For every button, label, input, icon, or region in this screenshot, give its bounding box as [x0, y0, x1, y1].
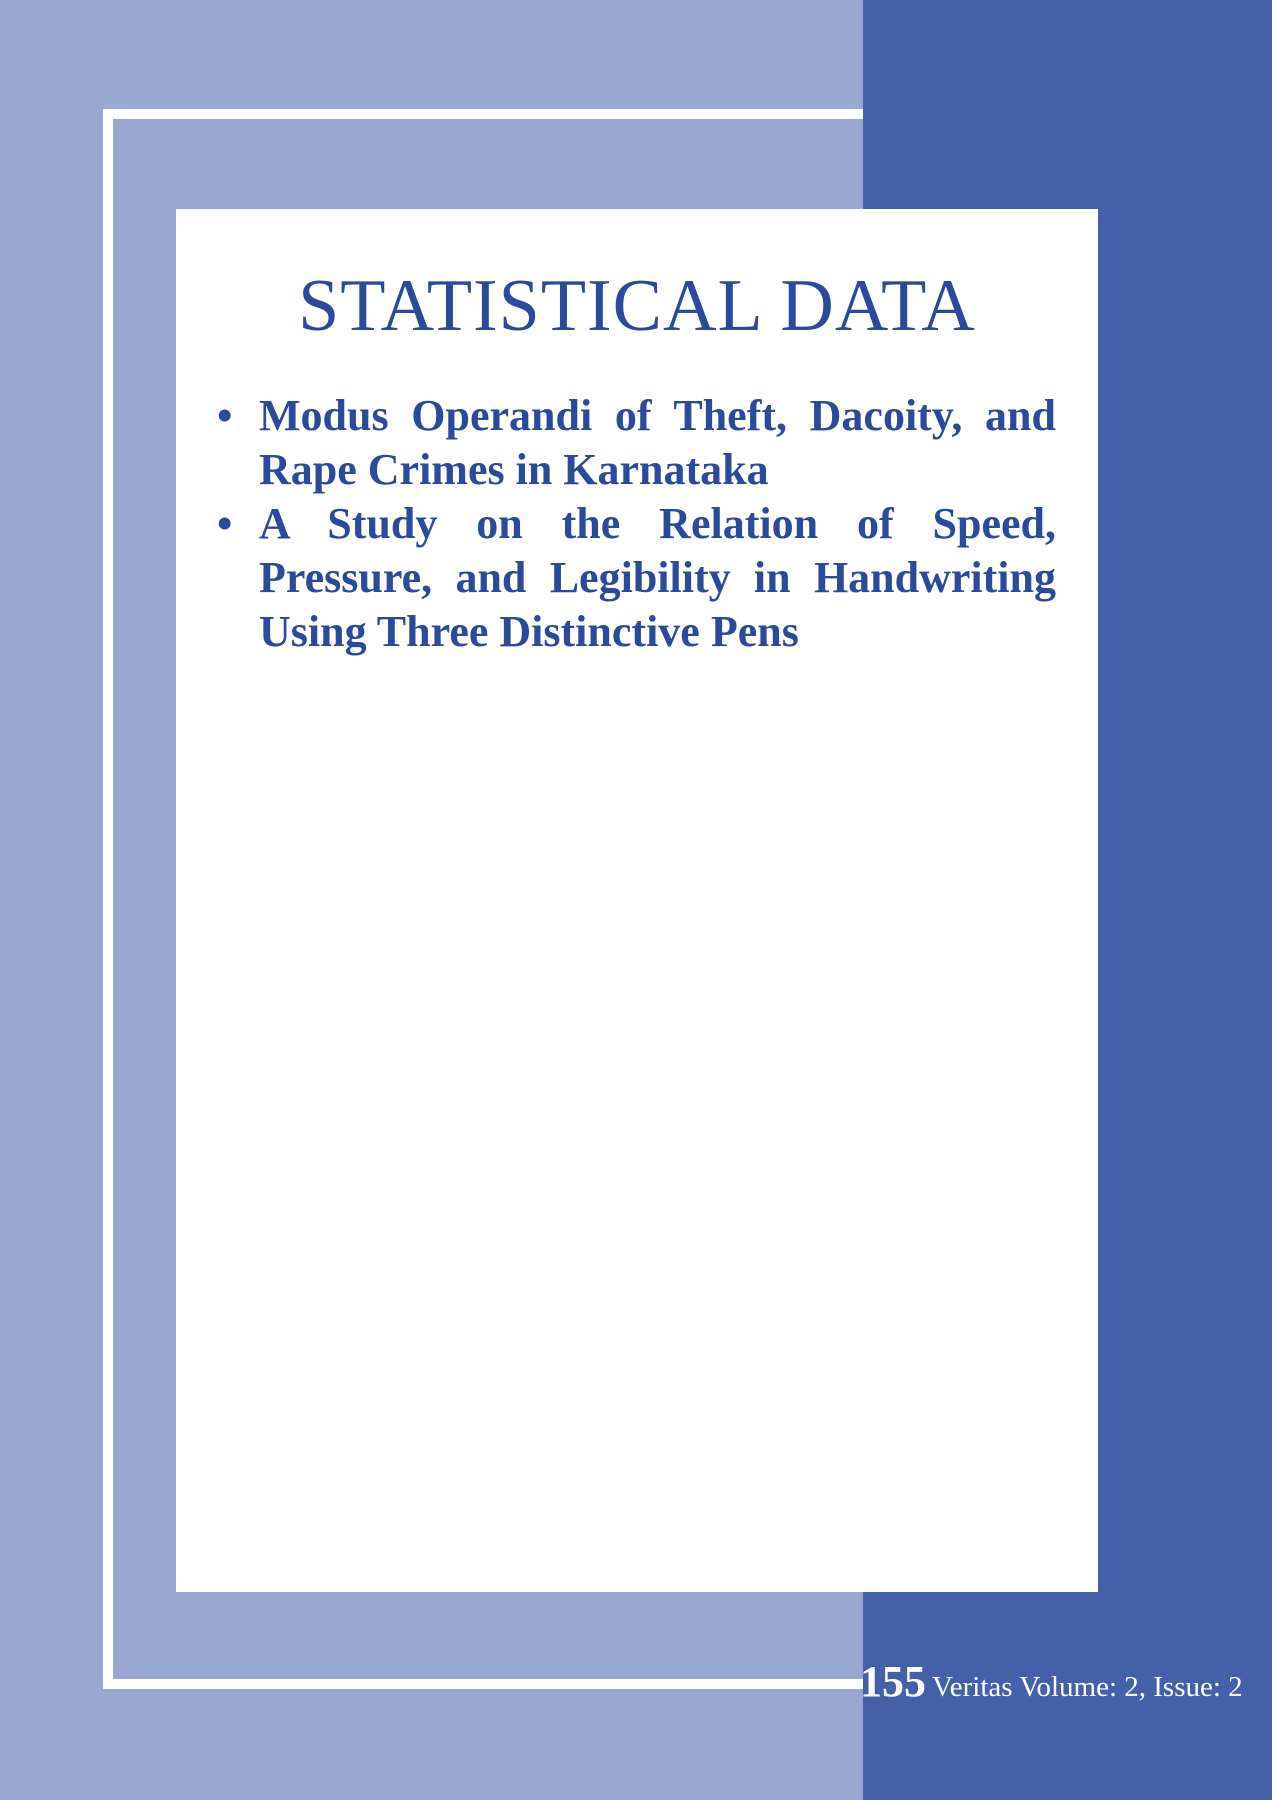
- article-item: • A Study on the Relation of Speed, Pres…: [217, 497, 1056, 659]
- article-item: • Modus Operandi of Theft, Dacoity, and …: [217, 389, 1056, 497]
- page-title: STATISTICAL DATA: [298, 265, 976, 347]
- article-list: • Modus Operandi of Theft, Dacoity, and …: [217, 389, 1056, 659]
- bullet-icon: •: [217, 499, 233, 548]
- article-title: A Study on the Relation of Speed, Pressu…: [259, 499, 1056, 656]
- bullet-icon: •: [217, 391, 233, 440]
- content-card: STATISTICAL DATA • Modus Operandi of The…: [176, 209, 1098, 1592]
- page-number: 155: [860, 1657, 926, 1706]
- page-footer: 155 Veritas Volume: 2, Issue: 2: [860, 1656, 1243, 1707]
- journal-info: Veritas Volume: 2, Issue: 2: [932, 1671, 1243, 1703]
- article-title: Modus Operandi of Theft, Dacoity, and Ra…: [259, 391, 1056, 494]
- decorative-frame: [103, 109, 863, 1689]
